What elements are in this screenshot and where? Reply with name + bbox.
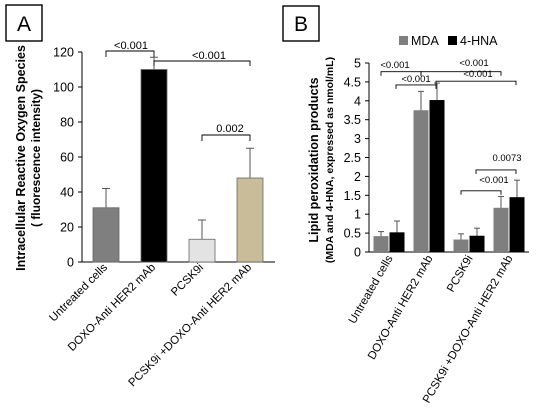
- panel-b-y-tick-label: 5: [354, 57, 361, 71]
- panel-b-pvalue-5: 0.0073: [492, 153, 521, 164]
- panel-a-label-box: [5, 4, 43, 42]
- panel-b-bracket-5: [475, 169, 517, 174]
- panel-a-bracket-3: [201, 134, 251, 141]
- panel-b-bar-4hna: [469, 235, 485, 252]
- panel-a-y-tick-label: 120: [53, 46, 74, 60]
- panel-a-bar: [188, 238, 216, 263]
- panel-b-label: B: [294, 13, 308, 36]
- panel-a-pvalue-2: <0.001: [192, 50, 226, 62]
- panel-b: B Lipid peroxidation products (MDA and 4…: [282, 5, 529, 405]
- panel-b-pvalue-2: <0.001: [401, 74, 430, 85]
- panel-a-bar: [236, 177, 264, 263]
- panel-b-bar-mda: [373, 236, 389, 252]
- panel-a-category-labels: Untreated cells DOXO-Anti HER2 mAb PCSK9…: [47, 261, 254, 389]
- panel-a-bar: [92, 207, 120, 263]
- panel-b-bracket-2: [395, 84, 437, 89]
- panel-b-bracket-4: [435, 80, 517, 86]
- legend-swatch-4hna: [448, 36, 457, 45]
- panel-b-y-tick-label: 3.5: [344, 113, 361, 127]
- panel-a-bracket-2: [153, 60, 251, 66]
- panel-b-bar-mda: [413, 110, 429, 252]
- panel-b-y-axis-label: Lipid peroxidation products: [307, 77, 321, 242]
- panel-b-category-label-3: PCSK9i: [445, 254, 476, 295]
- panel-a-significance-brackets: <0.001 <0.001 0.002: [105, 40, 251, 141]
- panel-a-bar: [140, 69, 168, 263]
- panel-b-bar-4hna: [429, 100, 445, 252]
- panel-b-y-tick-label: 1: [354, 208, 361, 222]
- panel-a-pvalue-3: 0.002: [216, 123, 244, 135]
- panel-b-bracket-6: [460, 190, 502, 195]
- panel-a-y-tick-label: 80: [60, 116, 74, 130]
- panel-b-significance-brackets: <0.001 <0.001 <0.001 <0.001 0.0073 <0.00…: [380, 58, 522, 195]
- panel-a: A Intracellular Reactive Oxygen Species …: [5, 4, 275, 389]
- panel-b-y-tick-label: 4.5: [344, 75, 361, 89]
- panel-a-y-ticks: 0 20 40 60 80 100 120: [53, 46, 82, 270]
- panel-a-y-tick-label: 60: [60, 151, 74, 165]
- panel-b-bars: [373, 100, 525, 252]
- panel-b-label-box: [282, 5, 320, 42]
- panel-b-y-tick-label: 1.5: [344, 189, 361, 203]
- panel-b-category-labels: Untreated cells DOXO-Anti HER2 mAb PCSK9…: [347, 253, 516, 405]
- panel-b-legend: MDA 4-HNA: [399, 34, 498, 48]
- panel-a-y-tick-label: 20: [60, 221, 74, 235]
- panel-b-y-tick-label: 2: [354, 170, 361, 184]
- panel-a-error-bars: [102, 56, 254, 259]
- panel-b-bar-4hna: [389, 232, 405, 252]
- panel-b-bar-mda: [493, 207, 509, 252]
- panel-b-y-tick-label: 0.5: [344, 227, 361, 241]
- panel-a-y-tick-label: 40: [60, 186, 74, 200]
- panel-b-pvalue-4: <0.001: [463, 69, 492, 80]
- panel-b-bar-4hna: [509, 197, 525, 252]
- panel-a-y-axis-label-units: ( fluorescence intensity): [29, 89, 43, 227]
- panel-b-y-tick-label: 4: [354, 94, 361, 108]
- panel-b-y-ticks: 0 0.5 1 1.5 2 2.5 3 3.5 4 4.5 5: [344, 57, 369, 260]
- panel-a-y-axis-label: Intracellular Reactive Oxygen Species: [14, 45, 28, 271]
- panel-b-category-label-1: Untreated cells: [347, 253, 396, 326]
- panel-a-category-label-2: DOXO-Anti HER2 mAb: [66, 262, 158, 354]
- panel-b-bracket-3: [420, 71, 502, 76]
- panel-b-bar-mda: [453, 239, 469, 252]
- panel-a-y-tick-label: 0: [67, 256, 74, 270]
- panel-b-pvalue-3: <0.001: [459, 58, 488, 69]
- panel-a-label: A: [17, 13, 31, 36]
- panel-b-y-tick-label: 0: [354, 246, 361, 260]
- panel-a-bracket-1: [105, 50, 155, 57]
- panel-b-y-tick-label: 2.5: [344, 151, 361, 165]
- panel-b-category-label-4: PCSK9i +DOXO-Anti HER2 mAb: [421, 254, 516, 406]
- panel-a-bars: [92, 69, 264, 263]
- panel-b-y-axis-label-units: (MDA and 4-HNA, expressed as nmol/mL): [324, 57, 336, 263]
- legend-swatch-mda: [399, 36, 408, 45]
- panel-b-y-tick-label: 3: [354, 132, 361, 146]
- legend-label-4hna: 4-HNA: [460, 34, 498, 48]
- panel-a-pvalue-1: <0.001: [114, 40, 148, 52]
- panel-a-category-label-3: PCSK9i: [169, 262, 206, 299]
- legend-label-mda: MDA: [411, 34, 439, 48]
- panel-b-pvalue-1: <0.001: [380, 60, 409, 71]
- panel-a-y-tick-label: 100: [53, 81, 74, 95]
- panel-b-pvalue-6: <0.001: [479, 175, 508, 186]
